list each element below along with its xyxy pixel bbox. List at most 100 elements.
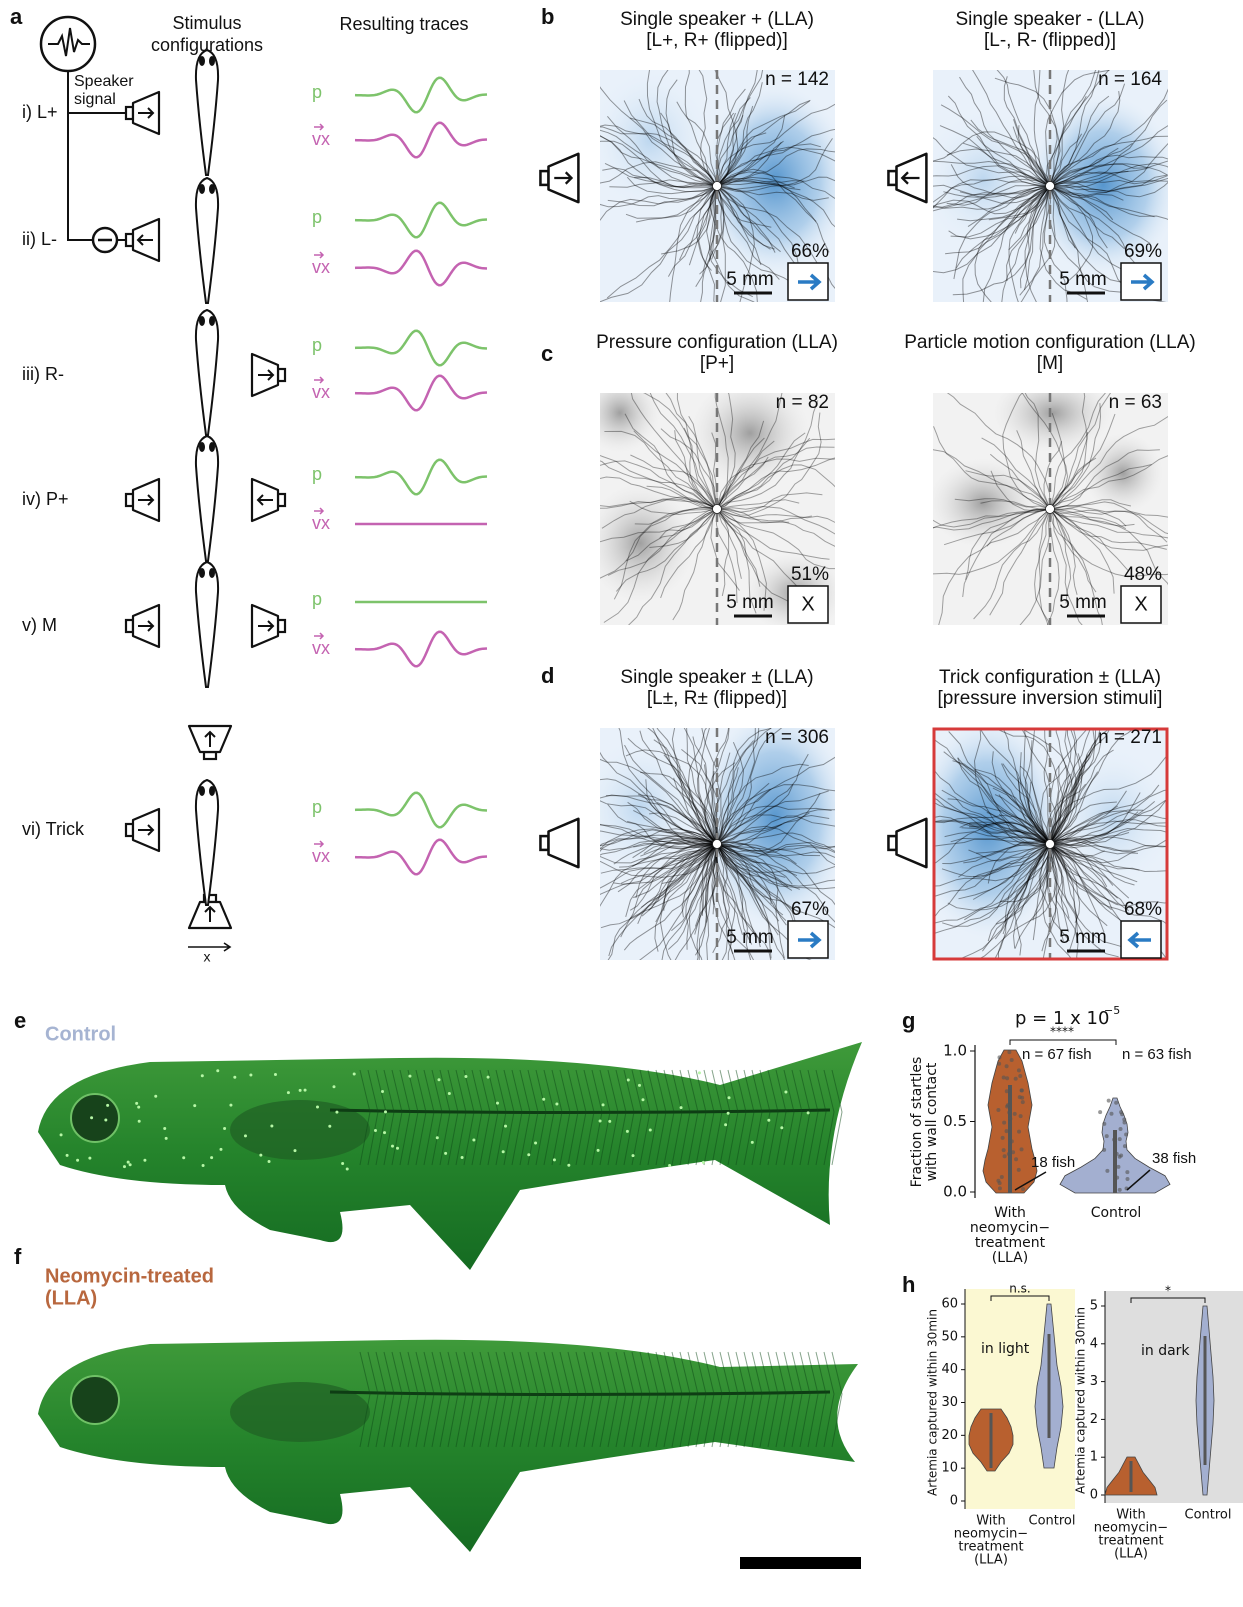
trajectory	[716, 784, 794, 845]
trajectory	[605, 795, 718, 845]
trajectory	[716, 843, 835, 887]
trajectory	[659, 843, 718, 960]
trajectory	[942, 843, 1051, 927]
trajectory	[1028, 781, 1051, 845]
trajectory	[699, 185, 718, 275]
trajectory	[630, 393, 718, 510]
trajectory	[716, 185, 771, 250]
fish-myotome	[767, 1351, 779, 1448]
trajectory	[1049, 99, 1168, 187]
fish-myotome	[783, 1351, 795, 1448]
fish-myotome	[615, 1069, 627, 1166]
trajectory	[716, 508, 742, 579]
trajectory	[1049, 185, 1168, 221]
trajectory	[608, 843, 718, 957]
fish-myotome	[575, 1351, 587, 1448]
trajectory	[716, 814, 830, 848]
trajectory	[933, 797, 1051, 845]
sample-size: n = 271	[1098, 727, 1162, 748]
trajectory	[954, 498, 1051, 510]
y-tick-label: 1	[1090, 1450, 1098, 1465]
x-tick-label: (LLA)	[1114, 1547, 1148, 1562]
sample-dot	[1119, 1110, 1124, 1115]
trajectory	[600, 460, 718, 510]
fish-myotome	[655, 1351, 667, 1448]
trajectory	[716, 508, 835, 523]
trajectory	[716, 843, 779, 936]
sample-dot	[1116, 1164, 1121, 1169]
trajectory	[994, 843, 1051, 940]
trajectory	[716, 446, 835, 510]
trajectory	[1049, 185, 1145, 273]
trajectory	[933, 185, 1051, 274]
trajectory	[1049, 810, 1168, 845]
trajectory	[676, 101, 718, 187]
trajectory	[957, 757, 1051, 845]
fish-myotome	[447, 1069, 459, 1166]
speaker-cone	[547, 817, 580, 869]
trajectory	[716, 843, 736, 960]
trajectory	[991, 751, 1051, 845]
signal-label: signal	[74, 91, 116, 108]
larva	[194, 48, 220, 176]
density-blob	[700, 85, 835, 275]
trajectory	[933, 185, 1051, 208]
trajectory	[600, 842, 718, 851]
trajectory	[995, 843, 1053, 925]
trajectory	[687, 728, 718, 845]
map-title: Single speaker + (LLA)	[620, 9, 814, 30]
map-title: Single speaker - (LLA)	[955, 9, 1144, 30]
trajectory	[716, 70, 758, 187]
x-tick-label: With	[1116, 1508, 1146, 1523]
trajectory	[637, 843, 718, 925]
trajectory	[694, 843, 718, 956]
trajectory	[660, 508, 718, 599]
sample-dot	[1020, 1100, 1025, 1105]
trajectory	[716, 841, 835, 857]
trajectory	[1049, 185, 1108, 249]
panel-label: b	[541, 4, 554, 29]
map-subtitle: [L±, R± (flipped)]	[647, 688, 787, 709]
trajectory	[711, 185, 723, 260]
speaker-icon	[124, 90, 161, 136]
trajectory	[1049, 508, 1135, 527]
trajectory	[716, 843, 787, 926]
panel-label: c	[541, 341, 553, 366]
speaker-arrow	[554, 171, 574, 185]
fish-myotome	[423, 1069, 435, 1166]
trajectory	[1049, 728, 1077, 845]
trajectory	[716, 508, 790, 523]
trajectory	[716, 728, 783, 845]
trajectory	[1049, 753, 1168, 845]
trajectory	[1049, 185, 1124, 201]
neuromast	[273, 1073, 277, 1077]
fish-myotome	[823, 1351, 835, 1448]
fish-myotome	[359, 1069, 371, 1166]
speaker-arrow	[900, 171, 920, 185]
y-tick-label: 1.0	[943, 1042, 967, 1060]
trajectory	[602, 167, 718, 188]
trajectory	[1049, 811, 1139, 845]
trajectory	[1049, 728, 1092, 845]
fish-myotome	[447, 1351, 459, 1448]
trajectory	[1049, 783, 1086, 845]
trajectory	[617, 843, 718, 893]
trajectory	[600, 86, 718, 187]
trajectory	[600, 508, 718, 543]
fish-myotome	[831, 1351, 843, 1448]
trajectory	[972, 843, 1051, 878]
sample-dot	[999, 1175, 1004, 1180]
trajectory	[1020, 728, 1057, 845]
highlight-frame	[932, 727, 1169, 961]
trajectory	[968, 823, 1051, 845]
trajectory	[1049, 728, 1073, 845]
trajectory	[1049, 843, 1135, 886]
trajectory	[716, 843, 835, 929]
neuromast	[384, 1110, 388, 1114]
trajectory	[716, 168, 817, 222]
trajectory	[716, 784, 835, 845]
trajectory	[952, 185, 1051, 296]
origin	[712, 504, 722, 514]
fish-myotome	[655, 1069, 667, 1166]
